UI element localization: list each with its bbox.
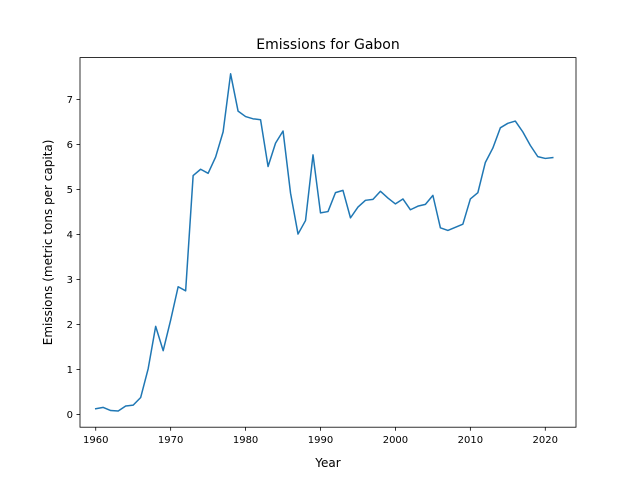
- y-tick-label: 3: [67, 275, 73, 286]
- x-tick-label: 2010: [458, 435, 483, 446]
- x-tick-label: 2020: [533, 435, 558, 446]
- y-tick-label: 5: [67, 185, 73, 196]
- y-tick-label: 2: [67, 320, 73, 331]
- x-tick-label: 1990: [308, 435, 333, 446]
- series-line-0: [94, 73, 554, 412]
- y-tick-label: 6: [67, 140, 73, 151]
- x-tick-label: 1980: [233, 435, 258, 446]
- y-tick-label: 7: [67, 95, 73, 106]
- x-tick-label: 1960: [83, 435, 108, 446]
- chart-title: Emissions for Gabon: [256, 37, 400, 53]
- plot-frame: [79, 57, 577, 428]
- x-tick-label: 2000: [383, 435, 408, 446]
- y-tick-label: 4: [67, 230, 73, 241]
- y-tick-label: 1: [67, 365, 73, 376]
- x-axis-label: Year: [314, 456, 340, 470]
- y-tick-label: 0: [67, 410, 73, 421]
- y-axis-label: Emissions (metric tons per capita): [41, 140, 55, 346]
- x-tick-label: 1970: [158, 435, 183, 446]
